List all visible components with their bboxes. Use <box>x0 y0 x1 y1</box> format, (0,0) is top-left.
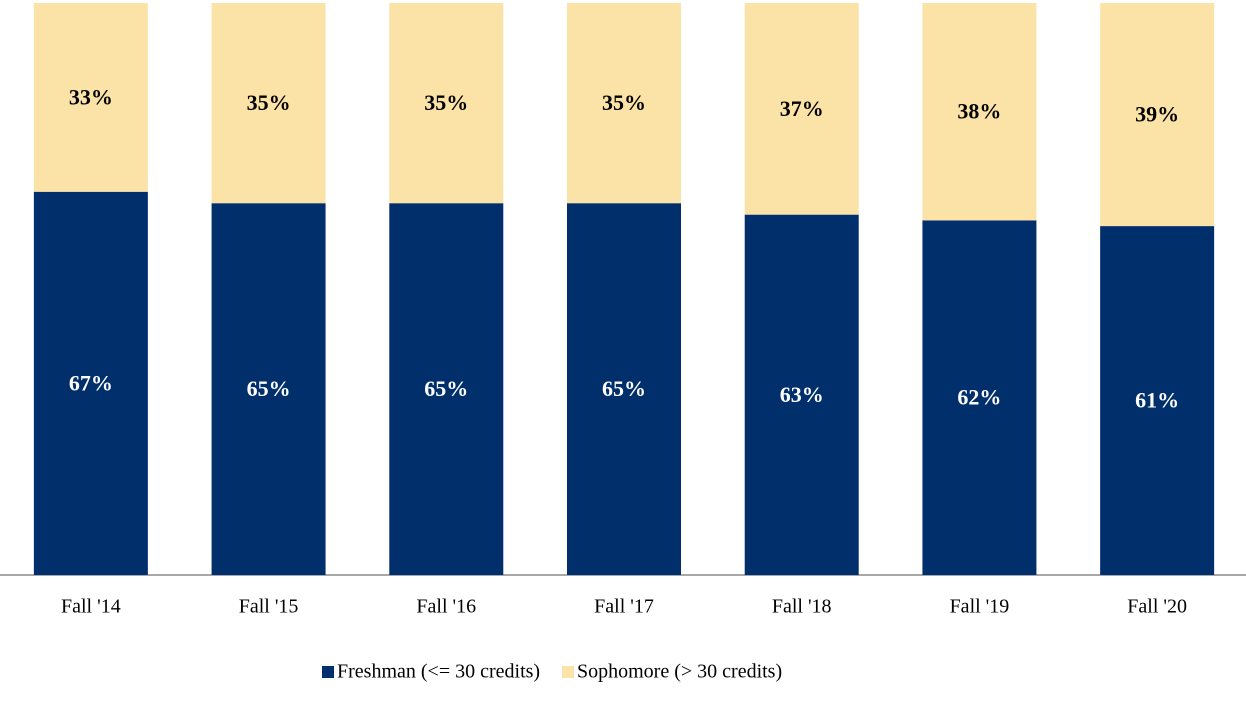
legend-label: Freshman (<= 30 credits) <box>337 661 540 683</box>
data-label: 37% <box>780 96 824 121</box>
data-label: 33% <box>69 84 113 109</box>
x-tick-label: Fall '15 <box>239 596 299 618</box>
bar-segment <box>1100 3 1215 227</box>
bar-segment <box>33 3 148 192</box>
bar-segment <box>211 3 326 204</box>
legend-swatch <box>562 666 574 678</box>
legend-label: Sophomore (> 30 credits) <box>577 661 782 683</box>
legend-swatch <box>322 666 334 678</box>
x-tick-label: Fall '16 <box>416 596 476 618</box>
bar-segment <box>922 3 1037 221</box>
data-label: 35% <box>602 90 646 115</box>
data-label: 65% <box>602 376 646 401</box>
x-tick-label: Fall '19 <box>950 596 1010 618</box>
x-tick-label: Fall '18 <box>772 596 832 618</box>
bar-segment <box>744 214 859 575</box>
data-label: 65% <box>247 376 291 401</box>
bar-segment <box>389 203 504 575</box>
data-label: 39% <box>1135 102 1179 127</box>
x-tick-label: Fall '17 <box>594 596 654 618</box>
data-label: 65% <box>424 376 468 401</box>
bar-segment <box>567 203 681 575</box>
data-label: 67% <box>69 370 113 395</box>
bar-segment <box>389 3 504 204</box>
data-label: 62% <box>957 385 1001 410</box>
data-label: 35% <box>247 90 291 115</box>
data-label: 63% <box>780 382 824 407</box>
bar-segment <box>211 203 326 575</box>
bar-segment <box>1100 226 1215 575</box>
data-label: 61% <box>1135 388 1179 413</box>
data-label: 35% <box>424 90 468 115</box>
bar-segment <box>922 220 1037 576</box>
bar-segment <box>33 191 148 575</box>
bar-segment <box>744 3 859 215</box>
bar-segment <box>567 3 681 204</box>
data-label: 38% <box>957 99 1001 124</box>
x-tick-label: Fall '20 <box>1127 596 1187 618</box>
x-tick-label: Fall '14 <box>61 596 121 618</box>
